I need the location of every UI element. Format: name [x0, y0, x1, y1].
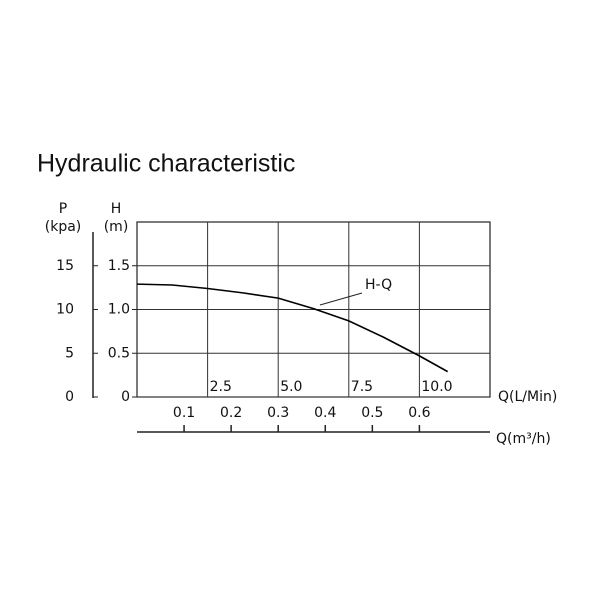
y2-unit: (kpa) — [45, 219, 82, 235]
y2-tick-label: 0 — [65, 389, 74, 405]
leader-line — [319, 292, 363, 306]
x2-tick-label: 0.4 — [314, 405, 336, 421]
y2-tick-label: 5 — [65, 345, 74, 361]
x-tick-label: 2.5 — [210, 379, 232, 395]
x2-tick-label: 0.3 — [267, 405, 289, 421]
y-tick-label: 0.5 — [108, 345, 130, 361]
curve — [136, 283, 449, 373]
y-label: H — [111, 201, 122, 217]
x-label: Q(L/Min) — [498, 389, 557, 405]
x-tick-label: 10.0 — [421, 379, 452, 395]
x2-label: Q(m³/h) — [496, 431, 551, 447]
y-unit: (m) — [104, 219, 129, 235]
x-tick-label: 5.0 — [280, 379, 302, 395]
curve-label: H-Q — [365, 277, 392, 293]
y2-tick-label: 10 — [56, 302, 74, 318]
x2-tick-label: 0.1 — [173, 405, 195, 421]
x-tick-label: 7.5 — [351, 379, 373, 395]
x2-tick-label: 0.6 — [408, 405, 430, 421]
y2-label: P — [59, 201, 67, 217]
x2-tick-label: 0.5 — [361, 405, 383, 421]
x2-tick-label: 0.2 — [220, 405, 242, 421]
y2-tick-label: 15 — [56, 258, 74, 274]
y-tick-label: 1.0 — [108, 302, 130, 318]
y-tick-label: 1.5 — [108, 258, 130, 274]
y-tick-label: 0 — [121, 389, 130, 405]
chart-title: Hydraulic characteristic — [37, 150, 295, 178]
